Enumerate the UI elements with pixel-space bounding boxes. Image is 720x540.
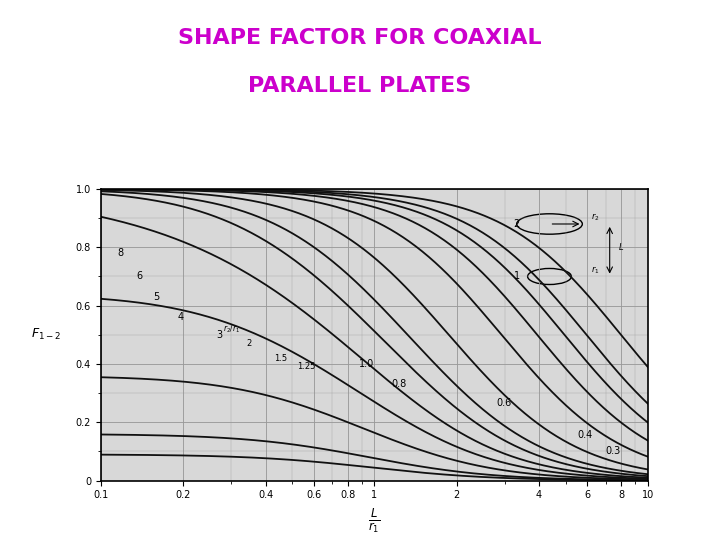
Text: $r_1$: $r_1$	[590, 264, 599, 275]
Text: 8: 8	[117, 248, 124, 258]
Text: $F_{1-2}$: $F_{1-2}$	[31, 327, 61, 342]
Text: $r_2$: $r_2$	[590, 212, 599, 223]
Text: $r_2/r_1$: $r_2/r_1$	[222, 323, 240, 335]
Text: SHAPE FACTOR FOR COAXIAL: SHAPE FACTOR FOR COAXIAL	[178, 28, 542, 48]
Text: 2: 2	[513, 219, 520, 229]
Text: 1.0: 1.0	[359, 359, 374, 369]
Text: PARALLEL PLATES: PARALLEL PLATES	[248, 76, 472, 97]
Text: 0.4: 0.4	[577, 430, 593, 441]
Text: 1.5: 1.5	[274, 354, 287, 363]
Text: 3: 3	[217, 330, 222, 340]
Text: 5: 5	[153, 292, 159, 302]
Text: 0.3: 0.3	[606, 447, 621, 456]
Text: 1.25: 1.25	[297, 362, 315, 372]
Text: 6: 6	[137, 272, 143, 281]
Text: 0.6: 0.6	[497, 399, 512, 408]
Text: 1: 1	[513, 272, 520, 281]
Text: 4: 4	[177, 312, 183, 322]
Text: 0.8: 0.8	[391, 380, 406, 389]
Text: $L$: $L$	[618, 241, 624, 252]
Text: 2: 2	[246, 339, 251, 348]
Text: $\frac{L}{r_1}$: $\frac{L}{r_1}$	[368, 507, 381, 535]
